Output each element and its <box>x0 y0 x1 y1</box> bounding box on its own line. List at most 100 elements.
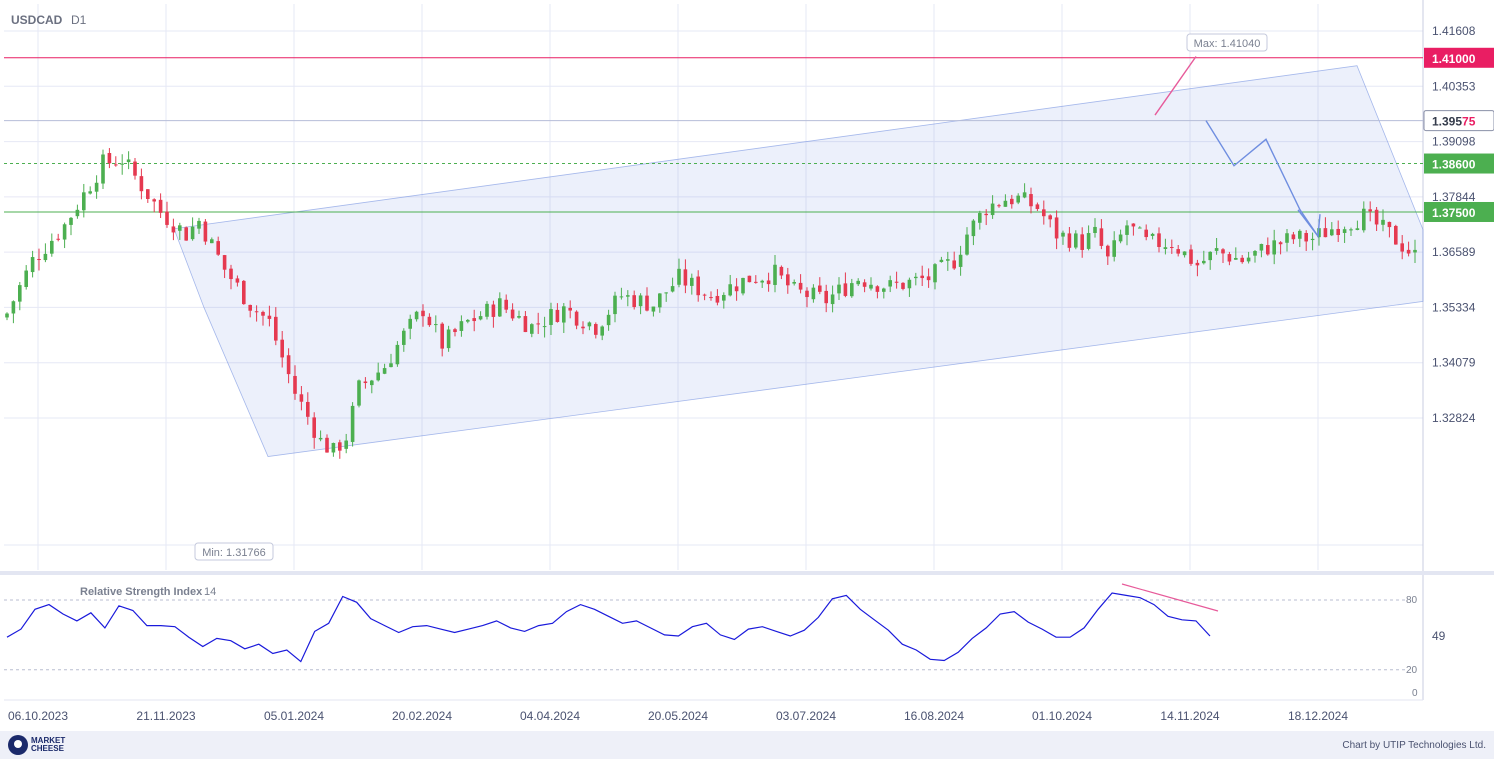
time-tick-label: 01.10.2024 <box>1032 709 1092 723</box>
candle-body <box>920 275 924 279</box>
candle-body <box>1413 249 1417 253</box>
candle-body <box>222 255 227 270</box>
candle-body <box>1330 229 1334 236</box>
cheese-logo-icon <box>8 735 28 755</box>
time-tick-label: 14.11.2024 <box>1160 709 1219 723</box>
candle-body <box>498 298 502 317</box>
candle-body <box>645 295 649 311</box>
candle-body <box>1336 228 1340 236</box>
candle-body <box>734 286 739 292</box>
candle-body <box>1176 249 1180 254</box>
market-cheese-logo[interactable]: MARKET CHEESE <box>8 735 83 755</box>
level-label: 1.37500 <box>1432 206 1476 220</box>
candle-body <box>869 284 873 289</box>
candle-body <box>907 279 912 289</box>
candle-body <box>555 309 560 322</box>
level-tag <box>1424 47 1494 68</box>
candle-body <box>574 311 579 326</box>
logo-text: MARKET CHEESE <box>31 736 66 753</box>
divergence-price-line <box>1154 56 1197 116</box>
candle-body <box>171 226 176 233</box>
horizontal-levels[interactable]: 1.41000 1.38600 1.37500 1.39575 <box>4 47 1494 222</box>
candle-body <box>242 280 246 305</box>
candle-body <box>357 380 361 406</box>
candle-body <box>69 217 73 225</box>
candle-body <box>965 234 969 255</box>
candle-body <box>107 153 112 164</box>
level-tag <box>1424 153 1494 174</box>
candle-body <box>1182 251 1187 256</box>
candle-body <box>1394 225 1398 245</box>
candle-body <box>56 238 60 240</box>
candle-body <box>811 287 816 300</box>
time-tick-label: 18.12.2024 <box>1288 709 1348 723</box>
candle-body <box>165 211 169 225</box>
candle-body <box>914 276 918 279</box>
candle-body <box>792 282 796 284</box>
forecast-path <box>1205 120 1321 239</box>
candle-body <box>606 314 611 326</box>
candle-body <box>888 280 892 287</box>
candle-body <box>37 259 41 261</box>
candle-body <box>1131 223 1136 227</box>
candle-body <box>376 372 380 381</box>
candle-body <box>472 318 476 322</box>
candle-body <box>312 417 316 438</box>
candle-body <box>722 294 726 301</box>
candle-body <box>1278 242 1283 245</box>
candle-body <box>75 209 80 217</box>
candle-body <box>344 440 348 449</box>
candle-body <box>562 306 566 323</box>
candle-body <box>210 239 214 244</box>
candle-body <box>5 313 9 318</box>
candle-body <box>1368 209 1372 212</box>
candle-body <box>619 296 624 298</box>
rsi-title: Relative Strength Index <box>80 586 203 598</box>
time-tick-label: 06.10.2023 <box>8 709 68 723</box>
candles <box>5 148 1417 459</box>
candle-body <box>1310 238 1315 241</box>
candle-body <box>702 294 707 296</box>
annotations: Max: 1.41040 Min: 1.31766 <box>194 33 1321 561</box>
candle-body <box>664 292 668 294</box>
candle-body <box>158 199 163 213</box>
candle-body <box>1163 247 1168 249</box>
candle-body <box>1272 240 1276 255</box>
candle-body <box>350 405 355 442</box>
candle-body <box>581 326 585 329</box>
candle-body <box>139 176 144 192</box>
candle-body <box>530 324 534 334</box>
candle-body <box>178 225 182 231</box>
candle-body <box>670 286 675 292</box>
candle-body <box>805 290 809 298</box>
candle-body <box>203 221 208 242</box>
rsi-panel: 80 49 20 0 <box>4 583 1446 701</box>
time-tick-label: 21.11.2023 <box>136 709 195 723</box>
candle-body <box>1323 228 1328 238</box>
candle-body <box>1054 217 1059 239</box>
candle-body <box>978 213 982 223</box>
candle-body <box>658 293 662 308</box>
candle-body <box>389 363 393 368</box>
candle-body <box>1266 245 1270 255</box>
candle-body <box>120 163 124 165</box>
candle-body <box>568 307 572 311</box>
candle-body <box>1170 247 1174 249</box>
candle-body <box>830 294 835 305</box>
candle-body <box>1106 245 1110 257</box>
candle-body <box>709 297 713 299</box>
candle-body <box>504 299 508 310</box>
candle-body <box>459 321 464 331</box>
time-tick-label: 03.07.2024 <box>776 709 836 723</box>
candle-body <box>1138 227 1142 229</box>
candle-body <box>958 254 963 267</box>
candle-body <box>587 322 592 327</box>
rsi-period: 14 <box>204 586 216 598</box>
candle-body <box>690 277 694 286</box>
usdcad-chart[interactable]: 1.41000 1.38600 1.37500 1.39575 Max: 1.4104… <box>0 0 1494 731</box>
candle-body <box>760 280 764 283</box>
candle-body <box>1285 233 1289 243</box>
candle-body <box>254 311 259 313</box>
time-tick-label: 04.04.2024 <box>520 709 580 723</box>
candle-body <box>126 159 131 163</box>
